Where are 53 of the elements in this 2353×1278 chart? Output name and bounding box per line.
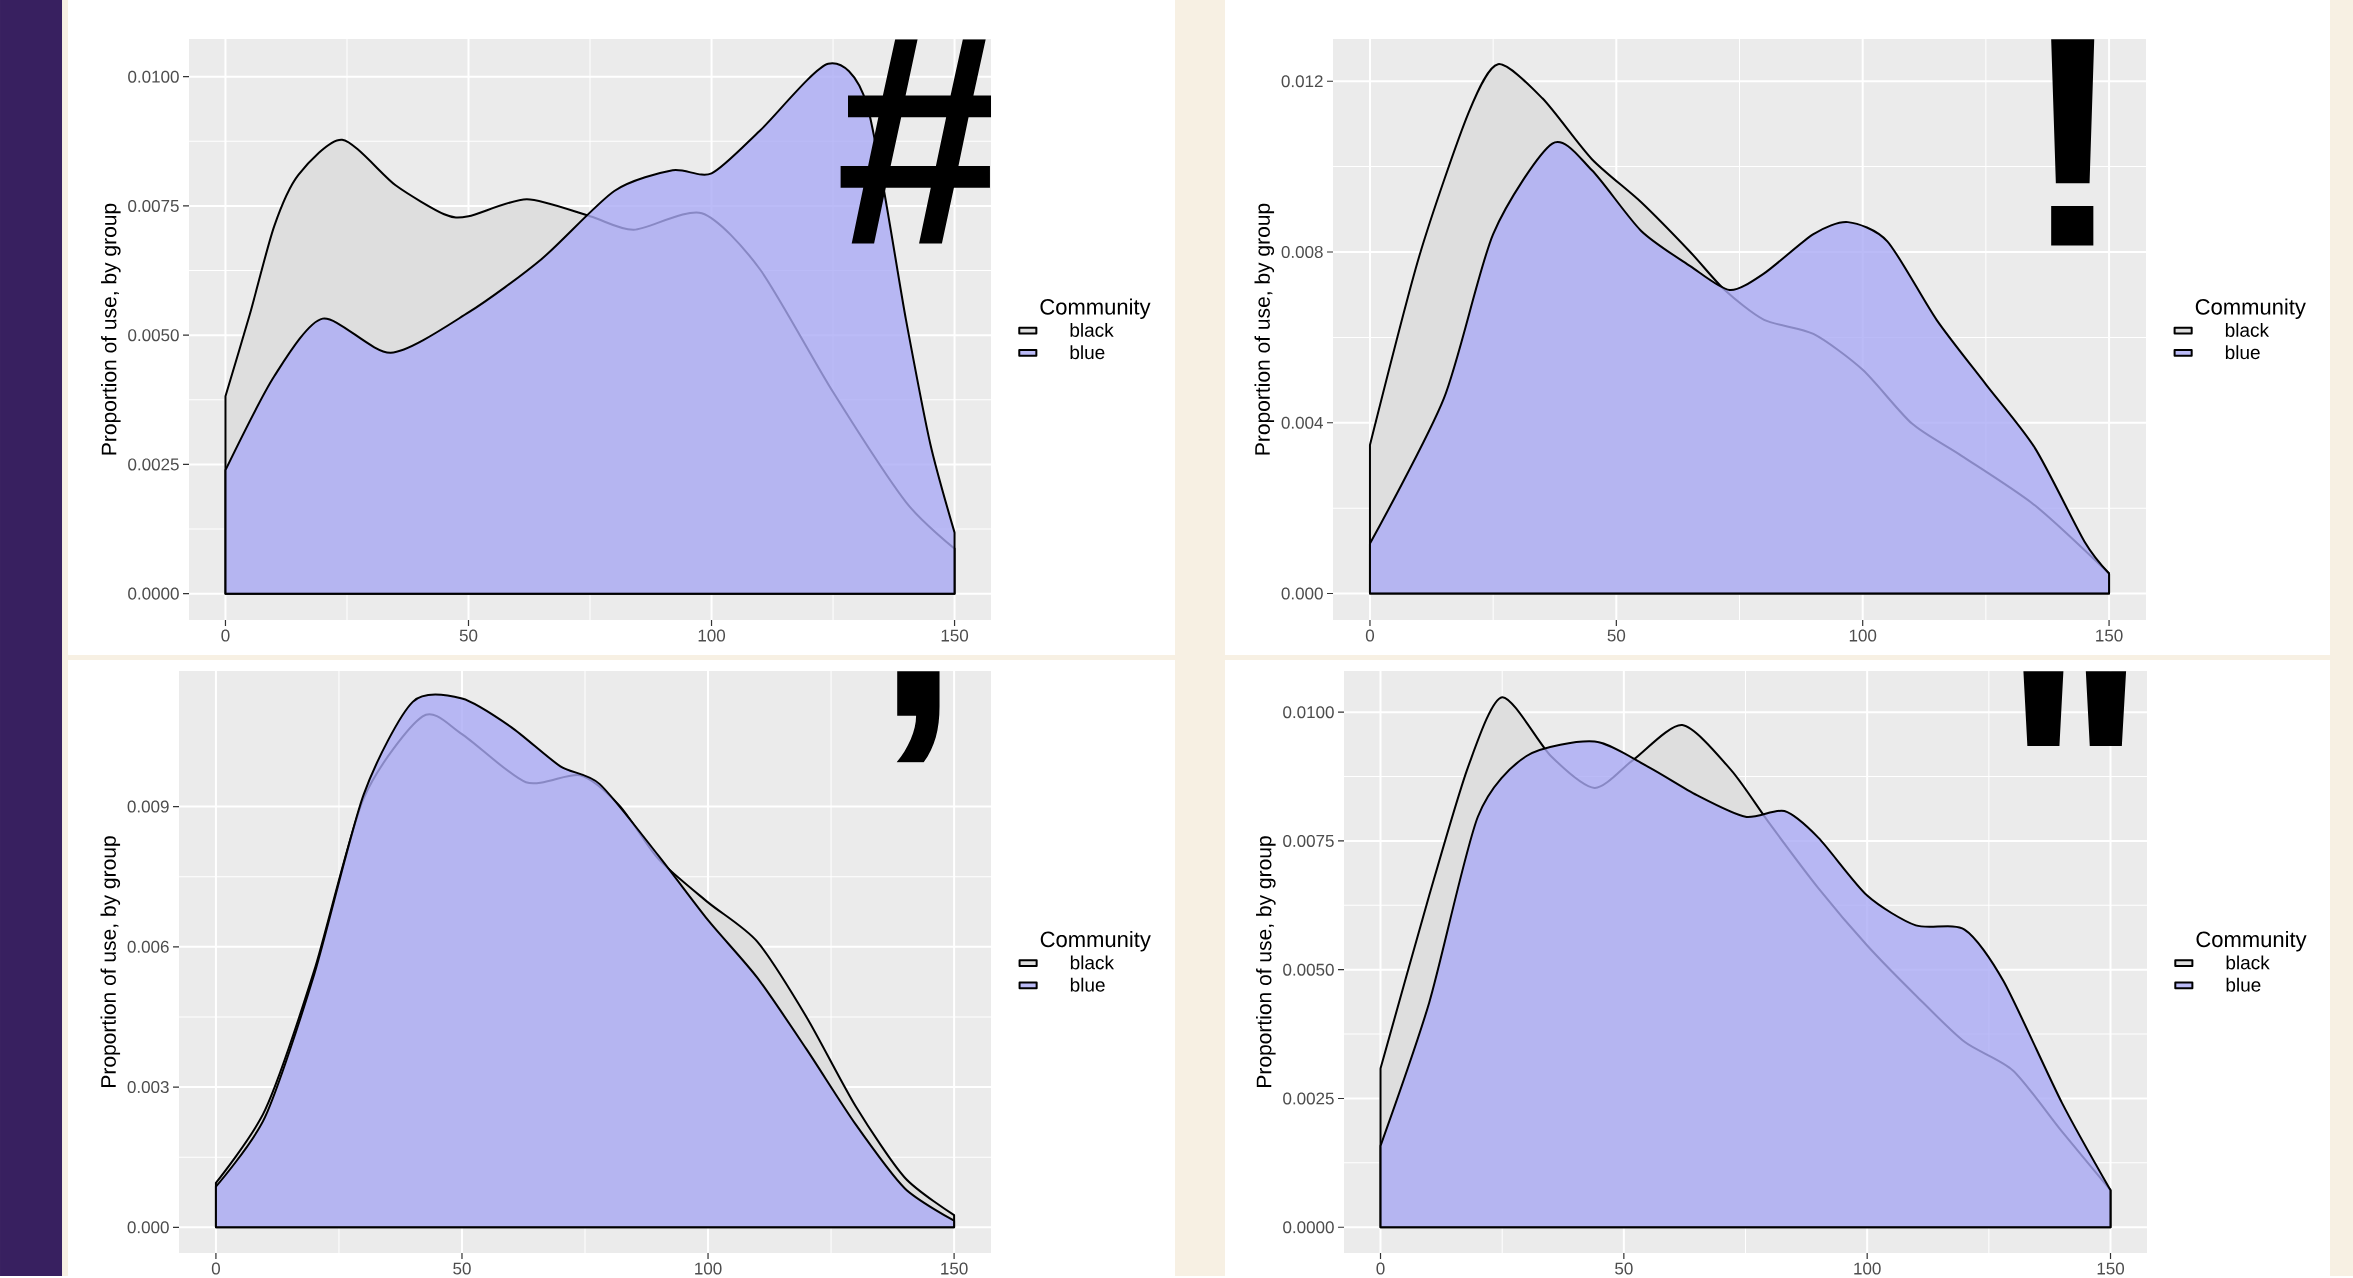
x-tick-label: 50: [1607, 629, 1626, 642]
x-tick-label: 0: [221, 629, 230, 642]
legend-title: Community: [1040, 298, 1151, 320]
x-tick-label: 0: [211, 1262, 220, 1275]
legend-label: blue: [1070, 345, 1105, 360]
y-tick-label: 0.0025: [128, 458, 179, 471]
y-tick-label: 0.0050: [1283, 963, 1334, 976]
annotation: ": [2023, 671, 2127, 747]
y-tick-label: 0.0100: [1283, 706, 1334, 719]
x-tick-label: 100: [698, 629, 726, 642]
y-tick-label: 0.000: [1281, 587, 1323, 600]
legend-title: Community: [2195, 298, 2306, 320]
legend-label: blue: [2226, 977, 2261, 992]
y-axis-title: Proportion of use, by group: [1256, 836, 1276, 1087]
y-tick-label: 0.0075: [1283, 834, 1334, 848]
x-tick-label: 50: [459, 629, 478, 642]
annotation: !: [2051, 39, 2095, 246]
y-tick-label: 0.004: [1281, 416, 1323, 429]
y-tick-label: 0.0025: [1283, 1092, 1334, 1105]
y-tick-label: 0.000: [127, 1221, 169, 1234]
legend-title: Community: [1040, 931, 1151, 952]
y-tick-label: 0.0000: [1283, 1221, 1334, 1234]
x-tick-label: 100: [1854, 1262, 1881, 1275]
y-tick-label: 0.0000: [128, 587, 179, 600]
x-tick-label: 50: [453, 1262, 471, 1275]
legend-label: black: [1070, 955, 1115, 970]
y-tick-label: 0.008: [1281, 246, 1323, 259]
y-tick-label: 0.012: [1281, 75, 1323, 88]
x-tick-label: 150: [2096, 629, 2123, 642]
y-tick-label: 0.0050: [128, 329, 179, 342]
y-tick-label: 0.003: [127, 1081, 169, 1094]
y-tick-label: 0.009: [127, 800, 169, 813]
x-tick-label: 0: [1376, 1262, 1385, 1275]
y-tick-label: 0.0100: [128, 70, 179, 83]
x-tick-label: 150: [941, 629, 969, 642]
legend-label: black: [1070, 322, 1114, 337]
legend-label: blue: [1070, 977, 1105, 992]
y-axis-title: Proportion of use, by group: [101, 203, 121, 455]
y-tick-label: 0.0075: [128, 199, 179, 213]
x-tick-label: 150: [941, 1262, 968, 1275]
y-axis-title: Proportion of use, by group: [100, 836, 121, 1087]
x-tick-label: 50: [1615, 1262, 1633, 1275]
x-tick-label: 100: [1849, 629, 1877, 642]
legend-label: black: [2226, 955, 2270, 970]
x-tick-label: 100: [695, 1262, 722, 1275]
x-tick-label: 150: [2097, 1262, 2125, 1275]
legend-label: black: [2225, 322, 2270, 337]
x-tick-label: 0: [1365, 629, 1375, 642]
legend-label: blue: [2225, 345, 2260, 360]
legend-title: Community: [2196, 931, 2307, 952]
y-axis-title: Proportion of use, by group: [1254, 203, 1275, 455]
y-tick-label: 0.006: [127, 940, 169, 953]
annotation: ,: [896, 671, 940, 763]
